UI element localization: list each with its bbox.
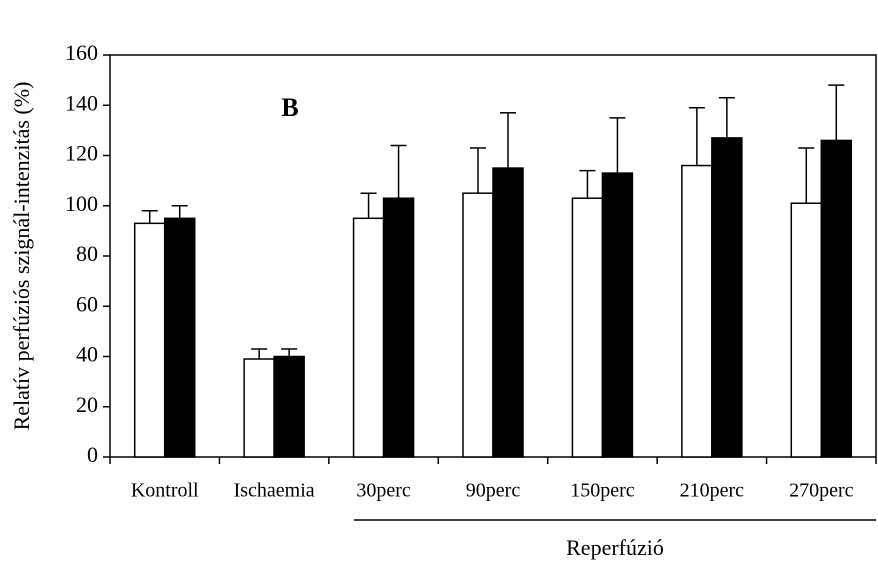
bar <box>681 164 713 458</box>
x-tick-label: 150perc <box>570 480 635 502</box>
bar <box>243 358 275 458</box>
bar <box>382 197 415 458</box>
bar <box>273 355 305 458</box>
y-tick-label: 100 <box>65 191 98 216</box>
annotation: B <box>281 93 298 122</box>
y-tick-label: 0 <box>87 442 98 467</box>
y-tick-label: 120 <box>65 141 98 166</box>
x-tick-label: 270perc <box>789 480 854 502</box>
x-tick-label: 210perc <box>680 480 745 502</box>
bar <box>711 137 743 458</box>
bar <box>571 197 604 458</box>
y-tick-label: 60 <box>76 291 98 316</box>
y-tick-label: 140 <box>65 90 98 115</box>
y-tick-label: 80 <box>76 241 98 266</box>
bar <box>601 172 634 458</box>
x-tick-label: Kontroll <box>131 480 199 502</box>
group-label: Reperfúzió <box>566 535 664 560</box>
x-tick-label: Ischaemia <box>234 480 315 502</box>
y-axis-label: Relatív perfúziós szignál-intenzitás (%) <box>9 82 34 431</box>
bar <box>492 167 524 458</box>
bar <box>790 202 823 458</box>
y-tick-label: 20 <box>76 392 98 417</box>
y-tick-label: 40 <box>76 342 98 367</box>
bar <box>163 217 196 458</box>
bar <box>352 217 385 458</box>
x-tick-label: 30perc <box>356 480 411 502</box>
x-tick-label: 90perc <box>466 480 521 502</box>
bar <box>820 139 853 458</box>
bar <box>462 192 494 458</box>
bar <box>133 222 166 458</box>
y-tick-label: 160 <box>65 40 98 65</box>
